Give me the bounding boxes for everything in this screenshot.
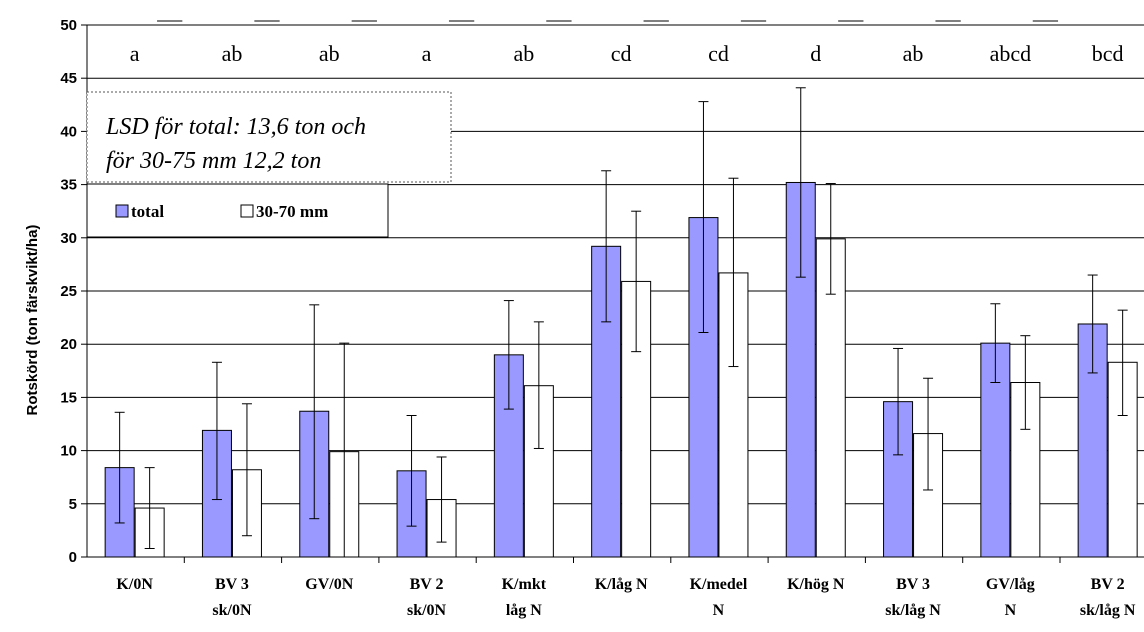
x-tick-label: BV 3 [215, 576, 249, 593]
group-letter: abcd [990, 41, 1032, 66]
y-tick-label: 10 [60, 443, 77, 460]
x-tick-label: K/mkt [502, 576, 547, 593]
x-tick-label: sk/låg N [885, 602, 941, 619]
x-tick-label: K/hög N [787, 576, 845, 593]
x-tick-label: K/låg N [595, 576, 648, 593]
legend-label-total: total [131, 202, 164, 221]
y-tick-label: 15 [60, 389, 77, 406]
x-tick-label: GV/låg [986, 576, 1035, 593]
x-tick-label: K/medel [690, 576, 748, 593]
group-letter: a [422, 41, 432, 66]
bar-total [493, 354, 524, 558]
x-tick-label: N [1005, 602, 1017, 619]
legend-swatch-30-70 [240, 204, 254, 218]
y-tick-label: 40 [60, 123, 77, 140]
legend-swatch-total [115, 204, 129, 218]
group-letter: bcd [1092, 41, 1124, 66]
y-tick-label: 20 [60, 336, 77, 353]
y-axis-label: Rotskörd (ton färskvikt/ha) [24, 225, 41, 416]
y-axis: 0 5 10 15 20 25 30 35 40 45 50 [60, 17, 88, 566]
bar-series [104, 181, 1138, 558]
x-tick-label: BV 2 [410, 576, 444, 593]
group-letter: cd [708, 41, 729, 66]
group-letter: a [130, 41, 140, 66]
y-tick-label: 25 [60, 283, 77, 300]
y-tick-label: 50 [60, 17, 77, 34]
bar-total [883, 401, 914, 558]
y-tick-label: 45 [60, 70, 77, 87]
group-letter: ab [222, 41, 243, 66]
x-tick-label: sk/0N [407, 602, 447, 619]
x-tick-label: N [713, 602, 725, 619]
annotation-line-2: för 30-75 mm 12,2 ton [106, 148, 321, 174]
annotation-box [86, 91, 452, 183]
x-tick-label: låg N [506, 602, 542, 619]
y-tick-label: 30 [60, 230, 77, 247]
x-axis: K/0N BV 3 sk/0N GV/0N BV 2 sk/0N K/mkt låg N K/l… [87, 556, 1144, 619]
x-tick-label: sk/0N [212, 602, 252, 619]
group-letter: ab [513, 41, 534, 66]
group-letter: ab [319, 41, 340, 66]
lsd-annotation: LSD för total: 13,6 ton och för 30-75 mm… [86, 91, 452, 183]
error-bars [114, 87, 1128, 558]
x-tick-label: K/0N [116, 576, 153, 593]
y-tick-label: 5 [69, 496, 77, 513]
x-tick-label: BV 3 [896, 576, 930, 593]
x-tick-label: sk/låg N [1080, 602, 1136, 619]
legend: total 30-70 mm [86, 183, 389, 238]
group-letter: cd [611, 41, 632, 66]
annotation-line-1: LSD för total: 13,6 ton och [105, 114, 366, 140]
x-tick-label: BV 2 [1091, 576, 1125, 593]
legend-box [86, 183, 389, 238]
group-letter: ab [903, 41, 924, 66]
group-letters: a ab ab a ab cd cd d ab abcd bcd [130, 20, 1124, 66]
y-tick-label: 35 [60, 177, 77, 194]
legend-label-30-70: 30-70 mm [256, 202, 328, 221]
y-tick-label: 0 [69, 549, 77, 566]
x-tick-label: GV/0N [305, 576, 353, 593]
group-letter: d [810, 41, 821, 66]
